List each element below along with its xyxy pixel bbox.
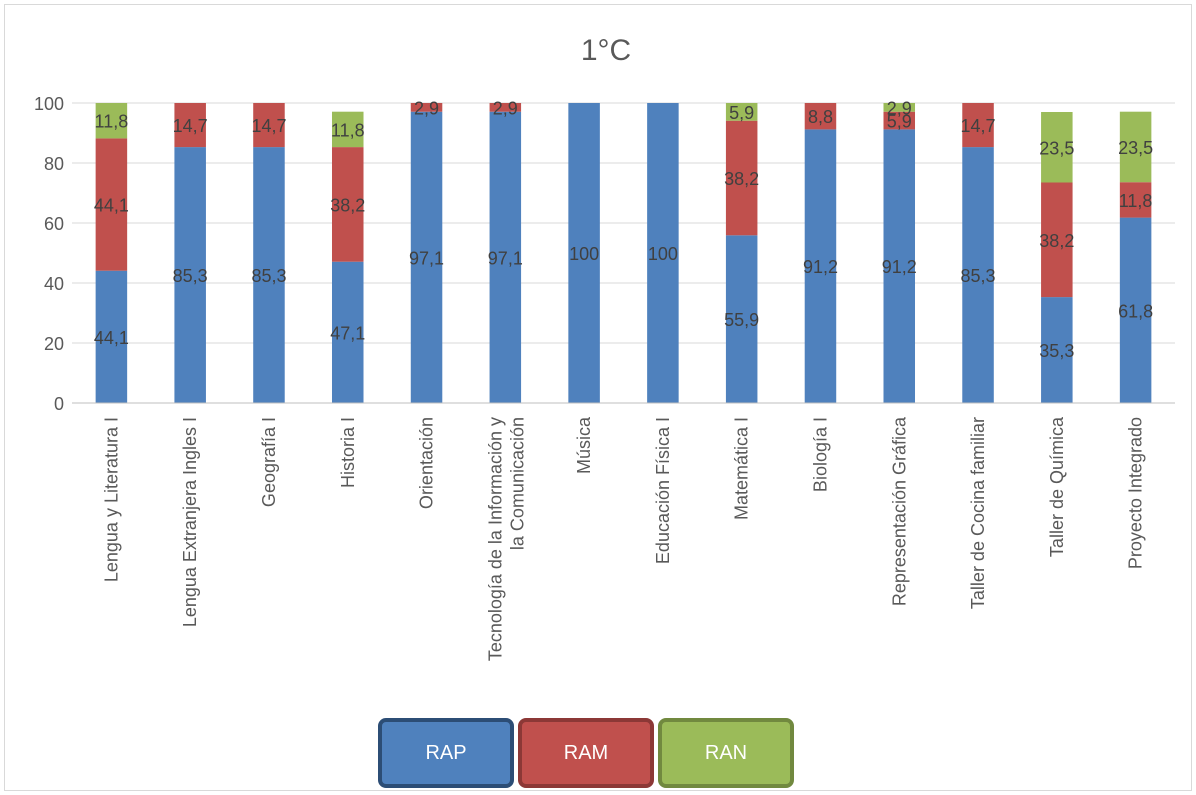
- data-label: 38,2: [724, 169, 759, 189]
- bar-ram: [95, 138, 128, 271]
- data-label: 2,9: [887, 98, 912, 118]
- x-tick-label: Lengua Extranjera Ingles I: [180, 417, 200, 627]
- bar-ram: [725, 120, 758, 236]
- data-label: 91,2: [803, 257, 838, 277]
- bar-ram: [962, 103, 994, 148]
- y-tick-label: 80: [44, 154, 64, 174]
- bar-ram: [1119, 182, 1152, 218]
- data-label: 61,8: [1118, 301, 1153, 321]
- data-label: 23,5: [1039, 138, 1074, 158]
- bar-ram: [410, 103, 443, 112]
- data-label: 100: [648, 244, 678, 264]
- data-label: 2,9: [414, 98, 439, 118]
- bar-rap: [410, 111, 443, 403]
- data-label: 14,7: [173, 116, 208, 136]
- bar-ran: [331, 111, 364, 148]
- y-tick-label: 100: [34, 94, 64, 114]
- chart-title: 1°C: [581, 34, 631, 67]
- data-label: 2,9: [493, 98, 518, 118]
- bar-ram: [174, 103, 206, 148]
- x-tick-label: Taller de Cocina familiar: [968, 417, 988, 609]
- bar-rap: [489, 111, 522, 403]
- bar-rap: [174, 147, 206, 403]
- bar-rap: [962, 147, 994, 403]
- bar-rap: [647, 103, 679, 403]
- bar-ram: [331, 147, 364, 262]
- y-tick-label: 0: [54, 394, 64, 414]
- bar-ran: [1119, 111, 1152, 183]
- data-label: 97,1: [409, 248, 444, 268]
- y-tick-label: 40: [44, 274, 64, 294]
- x-tick-label: Lengua y Literatura I: [101, 417, 121, 582]
- data-label: 38,2: [1039, 231, 1074, 251]
- legend-item-ram: RAM: [518, 718, 654, 788]
- x-tick-label: Proyecto Integrado: [1126, 417, 1146, 569]
- bar-ram: [804, 103, 837, 130]
- y-tick-label: 60: [44, 214, 64, 234]
- x-tick-label: Biología I: [810, 417, 830, 492]
- data-label: 14,7: [961, 116, 996, 136]
- x-tick-label: Música: [574, 416, 594, 474]
- bar-ram: [489, 103, 522, 112]
- legend: RAP RAM RAN: [378, 718, 798, 788]
- data-label: 44,1: [94, 196, 129, 216]
- bar-rap: [725, 235, 758, 403]
- data-label: 35,3: [1039, 341, 1074, 361]
- bar-rap: [1119, 217, 1152, 403]
- bar-ran: [883, 103, 916, 112]
- data-label: 85,3: [961, 266, 996, 286]
- data-label: 38,2: [330, 195, 365, 215]
- data-label: 44,1: [94, 328, 129, 348]
- bar-ram: [883, 111, 916, 130]
- data-label: 100: [569, 244, 599, 264]
- bar-rap: [1041, 297, 1073, 403]
- x-tick-label: Historia I: [338, 417, 358, 488]
- data-label: 91,2: [882, 257, 917, 277]
- y-tick-label: 20: [44, 334, 64, 354]
- data-label: 23,5: [1118, 138, 1153, 158]
- data-label: 11,8: [1119, 191, 1153, 211]
- x-tick-label: Orientación: [417, 417, 437, 509]
- data-label: 14,7: [251, 116, 286, 136]
- x-tick-label: Tecnología de la Información y la Comunic…: [485, 417, 527, 661]
- data-label: 85,3: [173, 266, 208, 286]
- legend-item-ran: RAN: [658, 718, 794, 788]
- data-label: 5,9: [729, 103, 754, 123]
- data-label: 8,8: [808, 107, 833, 127]
- data-label: 47,1: [330, 323, 365, 343]
- data-label: 55,9: [724, 310, 759, 330]
- x-tick-label: Matemática I: [732, 417, 752, 520]
- bar-ran: [1041, 112, 1073, 183]
- x-tick-label: Educación Física I: [653, 417, 673, 564]
- bar-ran: [95, 103, 128, 139]
- bar-ran: [725, 103, 758, 121]
- bar-rap: [568, 103, 600, 403]
- data-label: 11,8: [331, 120, 365, 140]
- data-label: 97,1: [488, 248, 523, 268]
- data-label: 5,9: [887, 112, 912, 132]
- bar-ram: [253, 103, 285, 148]
- x-tick-label: Representación Gráfica: [889, 416, 909, 606]
- legend-item-rap: RAP: [378, 718, 514, 788]
- bar-rap: [331, 261, 364, 403]
- bar-rap: [804, 129, 837, 403]
- x-tick-label: Taller de Química: [1047, 416, 1067, 557]
- bar-rap: [95, 270, 128, 403]
- bar-ram: [1041, 182, 1073, 298]
- bar-rap: [883, 129, 916, 403]
- bar-rap: [253, 147, 285, 403]
- data-label: 11,8: [95, 112, 129, 132]
- data-label: 85,3: [251, 266, 286, 286]
- x-tick-label: Geografía I: [259, 417, 279, 507]
